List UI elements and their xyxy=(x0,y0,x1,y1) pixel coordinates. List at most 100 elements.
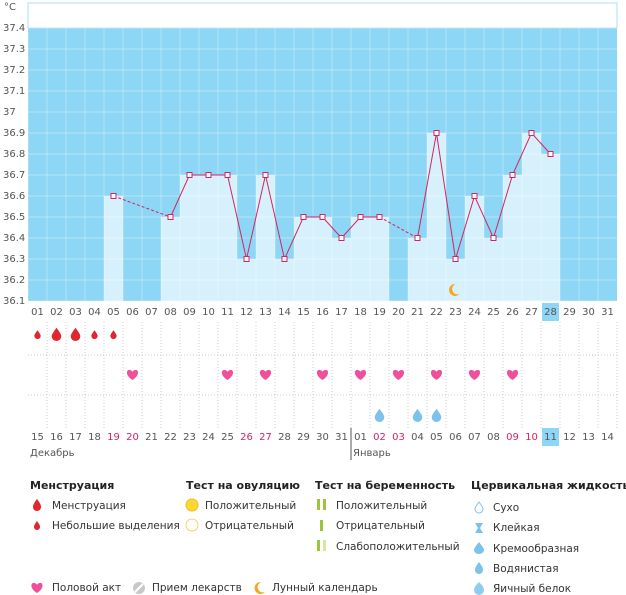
legend-icon xyxy=(185,518,199,532)
bar xyxy=(541,154,560,301)
x-tick-label: 07 xyxy=(145,307,158,318)
intercourse-icon xyxy=(468,369,481,380)
point-marker xyxy=(186,172,193,178)
legend-label: Яичный белок xyxy=(493,583,571,595)
month-label: Январь xyxy=(353,448,391,459)
legend-icon xyxy=(134,583,144,593)
temperature-line xyxy=(170,174,380,261)
legend-icon xyxy=(475,562,483,574)
legend-icon xyxy=(34,521,40,530)
legend-icon xyxy=(33,499,41,511)
legend-icon xyxy=(474,542,484,554)
point-marker xyxy=(509,172,516,178)
y-tick-label: 36.3 xyxy=(3,254,25,265)
point-marker xyxy=(490,235,497,241)
point-marker xyxy=(338,235,345,241)
intercourse-icon xyxy=(354,369,367,380)
y-tick-label: 36.6 xyxy=(3,191,25,202)
y-tick-label: 37.1 xyxy=(3,86,25,97)
y-tick-label: 36.9 xyxy=(3,128,25,139)
x-tick-label: 19 xyxy=(373,307,386,318)
date-label: 15 xyxy=(31,432,44,443)
y-tick-label: 36.1 xyxy=(3,296,25,307)
legend-label: Менструация xyxy=(52,500,126,512)
bar xyxy=(313,217,332,301)
legend-icon xyxy=(317,499,320,510)
x-tick-label: 27 xyxy=(525,307,538,318)
y-tick-label: 36.7 xyxy=(3,170,25,181)
date-label: 08 xyxy=(487,432,500,443)
date-label: 05 xyxy=(430,432,443,443)
date-label: 02 xyxy=(373,432,386,443)
menstruation-icon xyxy=(34,330,41,339)
date-label: 11 xyxy=(544,432,557,443)
top-band xyxy=(27,2,618,29)
date-label: 29 xyxy=(297,432,310,443)
y-tick-label: 37 xyxy=(3,107,16,118)
date-label: 18 xyxy=(88,432,101,443)
date-label: 31 xyxy=(335,432,348,443)
bar xyxy=(522,133,541,301)
date-label: 01 xyxy=(354,432,367,443)
date-label: 04 xyxy=(411,432,424,443)
point-marker xyxy=(224,172,231,178)
y-tick-label: 36.5 xyxy=(3,212,25,223)
date-label: 12 xyxy=(563,432,576,443)
x-tick-label: 01 xyxy=(31,307,44,318)
bar xyxy=(104,196,123,301)
legend-label: Лунный календарь xyxy=(272,582,378,594)
bar xyxy=(218,175,237,301)
bar xyxy=(408,238,427,301)
x-tick-label: 23 xyxy=(449,307,462,318)
intercourse-icon xyxy=(506,369,519,380)
x-tick-label: 28 xyxy=(544,307,557,318)
point-marker xyxy=(281,256,288,262)
x-tick-label: 08 xyxy=(164,307,177,318)
menstruation-icon xyxy=(91,330,98,339)
point-marker xyxy=(357,214,364,220)
x-tick-label: 30 xyxy=(582,307,595,318)
month-label: Декабрь xyxy=(30,448,75,459)
date-label: 27 xyxy=(259,432,272,443)
x-tick-label: 06 xyxy=(126,307,139,318)
point-marker xyxy=(414,235,421,241)
x-tick-label: 15 xyxy=(297,307,310,318)
point-marker xyxy=(167,214,174,220)
intercourse-icon xyxy=(316,369,329,380)
menstruation-icon xyxy=(70,327,81,342)
point-marker xyxy=(528,130,535,136)
x-tick-label: 18 xyxy=(354,307,367,318)
bar xyxy=(503,175,522,301)
bar xyxy=(237,259,256,301)
date-label: 19 xyxy=(107,432,120,443)
legend-label: Водянистая xyxy=(493,563,559,575)
legend-label: Клейкая xyxy=(493,522,540,534)
date-label: 16 xyxy=(50,432,63,443)
y-tick-label: 37.2 xyxy=(3,65,25,76)
point-marker xyxy=(243,256,250,262)
y-unit: °C xyxy=(4,2,16,13)
bar xyxy=(161,217,180,301)
intercourse-icon xyxy=(430,369,443,380)
legend-label: Сухо xyxy=(493,502,519,514)
date-label: 28 xyxy=(278,432,291,443)
x-tick-label: 10 xyxy=(202,307,215,318)
bar xyxy=(465,196,484,301)
date-label: 10 xyxy=(525,432,538,443)
point-marker xyxy=(205,172,212,178)
legend-icon xyxy=(185,498,199,512)
legend-title: Менструация xyxy=(30,479,114,492)
menstruation-icon xyxy=(110,330,117,339)
bar xyxy=(484,238,503,301)
x-tick-label: 31 xyxy=(601,307,614,318)
legend-icon xyxy=(323,540,326,551)
point-marker xyxy=(319,214,326,220)
egg-white-icon xyxy=(431,408,442,422)
x-tick-label: 29 xyxy=(563,307,576,318)
x-tick-label: 25 xyxy=(487,307,500,318)
x-tick-label: 13 xyxy=(259,307,272,318)
legend-label: Кремообразная xyxy=(493,543,579,555)
legend-label: Небольшие выделения xyxy=(52,520,180,532)
date-label: 30 xyxy=(316,432,329,443)
